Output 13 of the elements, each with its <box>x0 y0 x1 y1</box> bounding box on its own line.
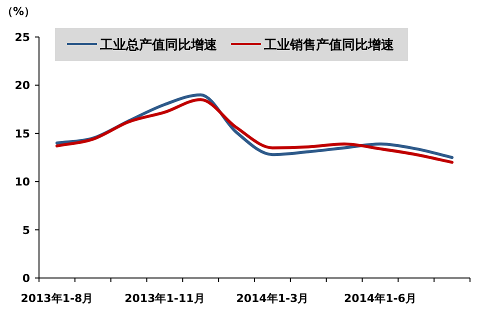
y-tick-label: 20 <box>14 79 30 92</box>
x-tick-label: 2013年1-8月 <box>20 292 94 305</box>
y-tick-label: 15 <box>14 127 30 140</box>
y-axis-title: （%） <box>2 5 36 18</box>
x-tick-label: 2013年1-11月 <box>124 292 205 305</box>
y-tick-label: 10 <box>14 176 30 189</box>
y-tick-label: 0 <box>22 272 30 285</box>
y-tick-label: 25 <box>14 31 30 44</box>
x-tick-label: 2014年1-6月 <box>344 292 416 305</box>
y-tick-label: 5 <box>22 224 30 237</box>
x-tick-label: 2014年1-3月 <box>236 292 309 305</box>
legend-label: 工业总产值同比增速 <box>99 37 218 53</box>
legend-label: 工业销售产值同比增速 <box>263 37 395 53</box>
